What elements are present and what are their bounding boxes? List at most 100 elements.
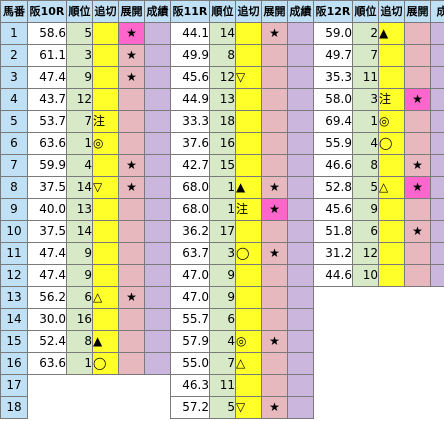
r12-rank-cell[interactable]: 4	[352, 132, 379, 155]
r12-result-cell[interactable]	[430, 44, 444, 67]
r12-index-cell[interactable]: 49.7	[313, 44, 353, 67]
r11-workout-cell[interactable]: ◎	[235, 330, 262, 353]
r12-workout-cell[interactable]: △	[378, 176, 405, 199]
r11-workout-cell[interactable]: △	[235, 352, 262, 375]
r11-development-cell[interactable]	[261, 286, 288, 309]
r10-workout-cell[interactable]: △	[92, 286, 119, 309]
r10-rank-cell[interactable]: 7	[66, 110, 93, 133]
r12-development-cell[interactable]	[404, 132, 431, 155]
r10-result-cell[interactable]	[144, 110, 171, 133]
r10-rank-cell[interactable]: 14	[66, 220, 93, 243]
r11-workout-cell[interactable]	[235, 374, 262, 397]
r11-index-cell[interactable]: 55.0	[170, 352, 210, 375]
r12-workout-cell[interactable]: ◯	[378, 132, 405, 155]
r12-workout-cell[interactable]: ▲	[378, 22, 405, 45]
r12-development-cell[interactable]	[404, 44, 431, 67]
r11-index-cell[interactable]: 55.7	[170, 308, 210, 331]
r10-workout-cell[interactable]	[92, 198, 119, 221]
r12-result-cell[interactable]	[430, 22, 444, 45]
r10-workout-cell[interactable]: ◯	[92, 352, 119, 375]
r11-result-cell[interactable]	[287, 308, 314, 331]
r12-index-cell[interactable]: 55.9	[313, 132, 353, 155]
r12-index-cell[interactable]: 69.4	[313, 110, 353, 133]
r10-index-cell[interactable]: 61.1	[27, 44, 67, 67]
r11-index-cell[interactable]: 36.2	[170, 220, 210, 243]
r11-index-cell[interactable]: 33.3	[170, 110, 210, 133]
r10-development-cell[interactable]	[118, 352, 145, 375]
r10-rank-cell[interactable]: 3	[66, 44, 93, 67]
r12-result-cell[interactable]	[430, 198, 444, 221]
r10-result-cell[interactable]	[144, 44, 171, 67]
r10-development-cell[interactable]: ★	[118, 154, 145, 177]
r11-development-cell[interactable]	[261, 44, 288, 67]
r10-index-cell[interactable]: 53.7	[27, 110, 67, 133]
r11-index-cell[interactable]: 44.1	[170, 22, 210, 45]
r12-rank-cell[interactable]: 11	[352, 66, 379, 89]
r10-rank-cell[interactable]: 8	[66, 330, 93, 353]
r11-development-cell[interactable]	[261, 374, 288, 397]
r11-workout-cell[interactable]: ▲	[235, 176, 262, 199]
r12-workout-cell[interactable]	[378, 154, 405, 177]
r11-development-cell[interactable]	[261, 308, 288, 331]
r12-rank-cell[interactable]: 3	[352, 88, 379, 111]
r12-rank-cell[interactable]: 10	[352, 264, 379, 287]
r10-index-cell[interactable]: 43.7	[27, 88, 67, 111]
r11-rank-cell[interactable]: 12	[209, 66, 236, 89]
r10-result-cell[interactable]	[144, 352, 171, 375]
r11-index-cell[interactable]: 45.6	[170, 66, 210, 89]
r12-rank-cell[interactable]: 1	[352, 110, 379, 133]
r12-rank-cell[interactable]: 8	[352, 154, 379, 177]
r12-result-cell[interactable]	[430, 264, 444, 287]
r10-development-cell[interactable]	[118, 264, 145, 287]
r11-rank-cell[interactable]: 15	[209, 154, 236, 177]
r11-rank-cell[interactable]: 17	[209, 220, 236, 243]
r12-workout-cell[interactable]	[378, 220, 405, 243]
r10-rank-cell[interactable]: 12	[66, 88, 93, 111]
r10-development-cell[interactable]: ★	[118, 22, 145, 45]
r11-development-cell[interactable]: ★	[261, 330, 288, 353]
r10-result-cell[interactable]	[144, 88, 171, 111]
r12-result-cell[interactable]	[430, 110, 444, 133]
r11-development-cell[interactable]	[261, 154, 288, 177]
r12-index-cell[interactable]: 52.8	[313, 176, 353, 199]
r12-index-cell[interactable]: 45.6	[313, 198, 353, 221]
r12-development-cell[interactable]: ★	[404, 88, 431, 111]
r11-result-cell[interactable]	[287, 352, 314, 375]
r10-result-cell[interactable]	[144, 330, 171, 353]
r10-development-cell[interactable]	[118, 110, 145, 133]
r10-workout-cell[interactable]	[92, 154, 119, 177]
r11-index-cell[interactable]: 47.0	[170, 264, 210, 287]
r12-result-cell[interactable]	[430, 176, 444, 199]
r10-index-cell[interactable]: 47.4	[27, 242, 67, 265]
r10-rank-cell[interactable]: 6	[66, 286, 93, 309]
r11-index-cell[interactable]: 44.9	[170, 88, 210, 111]
r11-workout-cell[interactable]: 注	[235, 198, 262, 221]
r11-workout-cell[interactable]: ▽	[235, 66, 262, 89]
r10-development-cell[interactable]: ★	[118, 176, 145, 199]
r12-result-cell[interactable]	[430, 220, 444, 243]
r12-workout-cell[interactable]	[378, 44, 405, 67]
r11-workout-cell[interactable]	[235, 286, 262, 309]
r10-index-cell[interactable]: 30.0	[27, 308, 67, 331]
r11-workout-cell[interactable]	[235, 22, 262, 45]
r10-rank-cell[interactable]: 4	[66, 154, 93, 177]
r11-rank-cell[interactable]: 1	[209, 176, 236, 199]
r10-workout-cell[interactable]: ▽	[92, 176, 119, 199]
r11-rank-cell[interactable]: 9	[209, 264, 236, 287]
r11-development-cell[interactable]	[261, 132, 288, 155]
r10-workout-cell[interactable]	[92, 22, 119, 45]
r11-workout-cell[interactable]	[235, 44, 262, 67]
r10-development-cell[interactable]: ★	[118, 44, 145, 67]
r10-rank-cell[interactable]: 16	[66, 308, 93, 331]
r10-index-cell[interactable]: 47.4	[27, 264, 67, 287]
r11-index-cell[interactable]: 37.6	[170, 132, 210, 155]
r11-rank-cell[interactable]: 13	[209, 88, 236, 111]
r12-index-cell[interactable]: 59.0	[313, 22, 353, 45]
r11-workout-cell[interactable]: ▽	[235, 396, 262, 419]
r11-result-cell[interactable]	[287, 66, 314, 89]
r11-workout-cell[interactable]	[235, 132, 262, 155]
r11-result-cell[interactable]	[287, 132, 314, 155]
r10-development-cell[interactable]	[118, 330, 145, 353]
r12-index-cell[interactable]: 51.8	[313, 220, 353, 243]
r12-development-cell[interactable]	[404, 66, 431, 89]
